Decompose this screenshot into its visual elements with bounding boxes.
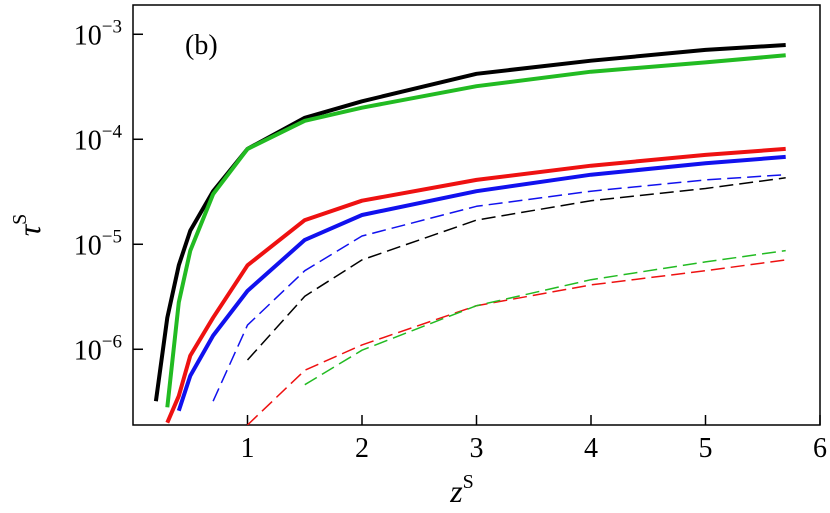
annotation: (b) <box>185 30 218 61</box>
x-axis-label: zS <box>449 471 474 509</box>
series-line <box>176 154 786 412</box>
series-group <box>153 43 786 425</box>
x-tick-label: 5 <box>699 433 713 464</box>
x-tick-label: 6 <box>813 433 827 464</box>
series-line <box>246 177 786 361</box>
y-tick-label: 10−6 <box>74 331 122 366</box>
series-line <box>246 259 786 425</box>
x-tick-label: 4 <box>584 433 598 464</box>
x-tick-label: 2 <box>355 433 369 464</box>
x-tick-label: 1 <box>241 433 255 464</box>
y-axis-label: τS <box>9 214 47 237</box>
y-tick-label: 10−3 <box>74 16 122 51</box>
series-line <box>212 173 786 402</box>
series-line <box>165 53 786 408</box>
x-tick-label: 3 <box>470 433 484 464</box>
y-tick-label: 10−5 <box>74 226 122 261</box>
y-tick-label: 10−4 <box>74 121 123 156</box>
series-line <box>165 146 786 424</box>
series-line <box>153 43 786 402</box>
series-line <box>304 249 786 386</box>
plot-frame <box>132 4 821 426</box>
